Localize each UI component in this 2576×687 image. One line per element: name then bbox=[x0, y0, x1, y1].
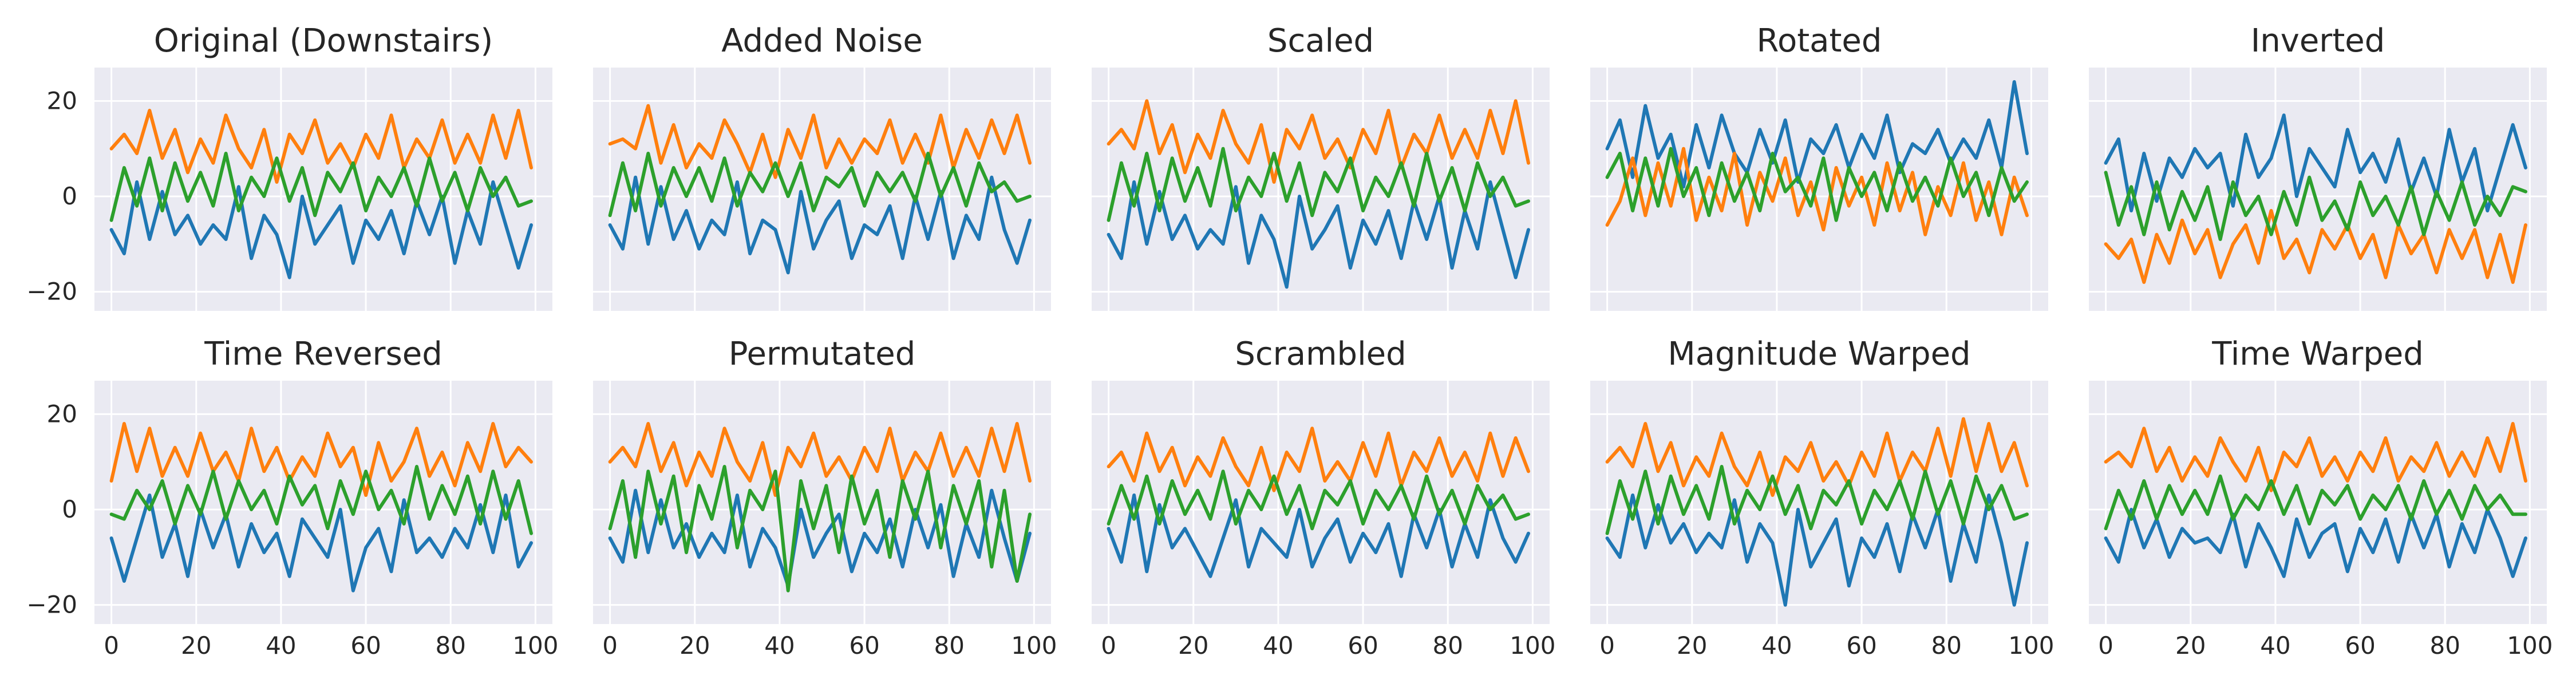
panel-8: Magnitude Warped 0 20 40 60 80 100 bbox=[1590, 335, 2054, 660]
x-tick-label: 0 bbox=[602, 631, 618, 660]
series-line-2 bbox=[1107, 147, 1530, 222]
panel-2: Scaled bbox=[1092, 22, 1550, 311]
series-line-2 bbox=[109, 152, 533, 222]
panel-title: Time Warped bbox=[2211, 335, 2424, 373]
series-line-0 bbox=[1107, 493, 1530, 578]
panel-title: Inverted bbox=[2251, 22, 2385, 60]
series-line-1 bbox=[608, 104, 1032, 179]
series-line-1 bbox=[1605, 417, 2029, 497]
series-line-2 bbox=[1107, 469, 1530, 531]
series-line-2 bbox=[608, 152, 1032, 218]
panel-7: Scrambled 0 20 40 60 80 100 bbox=[1092, 335, 1555, 660]
y-tick-label: −20 bbox=[26, 278, 77, 306]
x-tick-label: 20 bbox=[2175, 631, 2206, 660]
x-tick-label: 20 bbox=[679, 631, 710, 660]
panel-title: Original (Downstairs) bbox=[154, 22, 493, 60]
series-line-0 bbox=[608, 175, 1032, 275]
x-tick-label: 40 bbox=[1263, 631, 1293, 660]
series-line-2 bbox=[1605, 465, 2029, 535]
x-tick-label: 20 bbox=[181, 631, 211, 660]
x-tick-label: 100 bbox=[2507, 631, 2553, 660]
panel-title: Scaled bbox=[1267, 22, 1374, 60]
x-tick-label: 40 bbox=[1761, 631, 1792, 660]
y-tick-label: 20 bbox=[47, 400, 77, 428]
series-line-2 bbox=[109, 465, 533, 535]
panel-title: Magnitude Warped bbox=[1668, 335, 1970, 373]
x-tick-label: 20 bbox=[1677, 631, 1707, 660]
x-tick-label: 60 bbox=[1846, 631, 1876, 660]
x-tick-label: 60 bbox=[1348, 631, 1378, 660]
plot-area bbox=[94, 381, 552, 624]
panel-title: Permutated bbox=[729, 335, 916, 373]
x-tick-label: 80 bbox=[1931, 631, 1961, 660]
series-line-0 bbox=[608, 488, 1032, 588]
x-tick-label: 40 bbox=[266, 631, 296, 660]
series-line-1 bbox=[608, 422, 1032, 497]
series-line-0 bbox=[109, 493, 533, 593]
series-line-1 bbox=[2104, 209, 2527, 284]
series-line-2 bbox=[608, 465, 1032, 593]
x-tick-label: 100 bbox=[2008, 631, 2054, 660]
panel-4: Inverted bbox=[2089, 22, 2547, 311]
x-tick-label: 80 bbox=[2429, 631, 2460, 660]
panel-title: Scrambled bbox=[1235, 335, 1406, 373]
panel-6: Permutated 0 20 40 60 80 100 bbox=[593, 335, 1057, 660]
panel-title: Added Noise bbox=[721, 22, 923, 60]
x-tick-label: 80 bbox=[435, 631, 465, 660]
panel-title: Time Reversed bbox=[204, 335, 442, 373]
series-line-1 bbox=[2104, 422, 2527, 492]
x-tick-label: 0 bbox=[1599, 631, 1615, 660]
x-tick-label: 100 bbox=[1510, 631, 1555, 660]
series-line-0 bbox=[2104, 508, 2527, 578]
panel-title: Rotated bbox=[1757, 22, 1882, 60]
y-tick-label: −20 bbox=[26, 591, 77, 619]
series-line-1 bbox=[1107, 99, 1530, 184]
x-tick-label: 80 bbox=[934, 631, 964, 660]
x-tick-label: 60 bbox=[2345, 631, 2375, 660]
panel-1: Added Noise bbox=[593, 22, 1051, 311]
series-line-0 bbox=[1605, 80, 2029, 189]
series-line-1 bbox=[1107, 427, 1530, 492]
y-tick-label: 0 bbox=[62, 495, 77, 523]
x-tick-label: 40 bbox=[764, 631, 795, 660]
series-line-2 bbox=[2104, 171, 2527, 241]
x-tick-label: 100 bbox=[1011, 631, 1057, 660]
panel-3: Rotated bbox=[1590, 22, 2048, 311]
panel-9: Time Warped 0 20 40 60 80 100 bbox=[2089, 335, 2553, 660]
x-tick-label: 40 bbox=[2260, 631, 2290, 660]
y-tick-label: 20 bbox=[47, 86, 77, 114]
x-tick-label: 60 bbox=[849, 631, 879, 660]
series-line-0 bbox=[1107, 180, 1530, 289]
x-tick-label: 80 bbox=[1432, 631, 1463, 660]
plot-area bbox=[2089, 68, 2547, 311]
x-tick-label: 60 bbox=[350, 631, 381, 660]
x-tick-label: 100 bbox=[512, 631, 558, 660]
x-tick-label: 0 bbox=[2098, 631, 2113, 660]
x-tick-label: 0 bbox=[104, 631, 119, 660]
series-line-1 bbox=[109, 422, 533, 497]
series-line-2 bbox=[1605, 147, 2029, 222]
x-tick-label: 0 bbox=[1101, 631, 1116, 660]
x-tick-label: 20 bbox=[1178, 631, 1208, 660]
series-line-0 bbox=[2104, 113, 2527, 212]
y-tick-label: 0 bbox=[62, 182, 77, 210]
panel-0: Original (Downstairs) −20 0 20 bbox=[26, 22, 552, 311]
series-line-1 bbox=[109, 109, 533, 184]
series-line-0 bbox=[109, 180, 533, 279]
series-line-0 bbox=[1605, 493, 2029, 607]
panel-5: Time Reversed 0 20 40 60 80 100 −20 0 20 bbox=[26, 335, 558, 660]
series-line-2 bbox=[2104, 474, 2527, 531]
